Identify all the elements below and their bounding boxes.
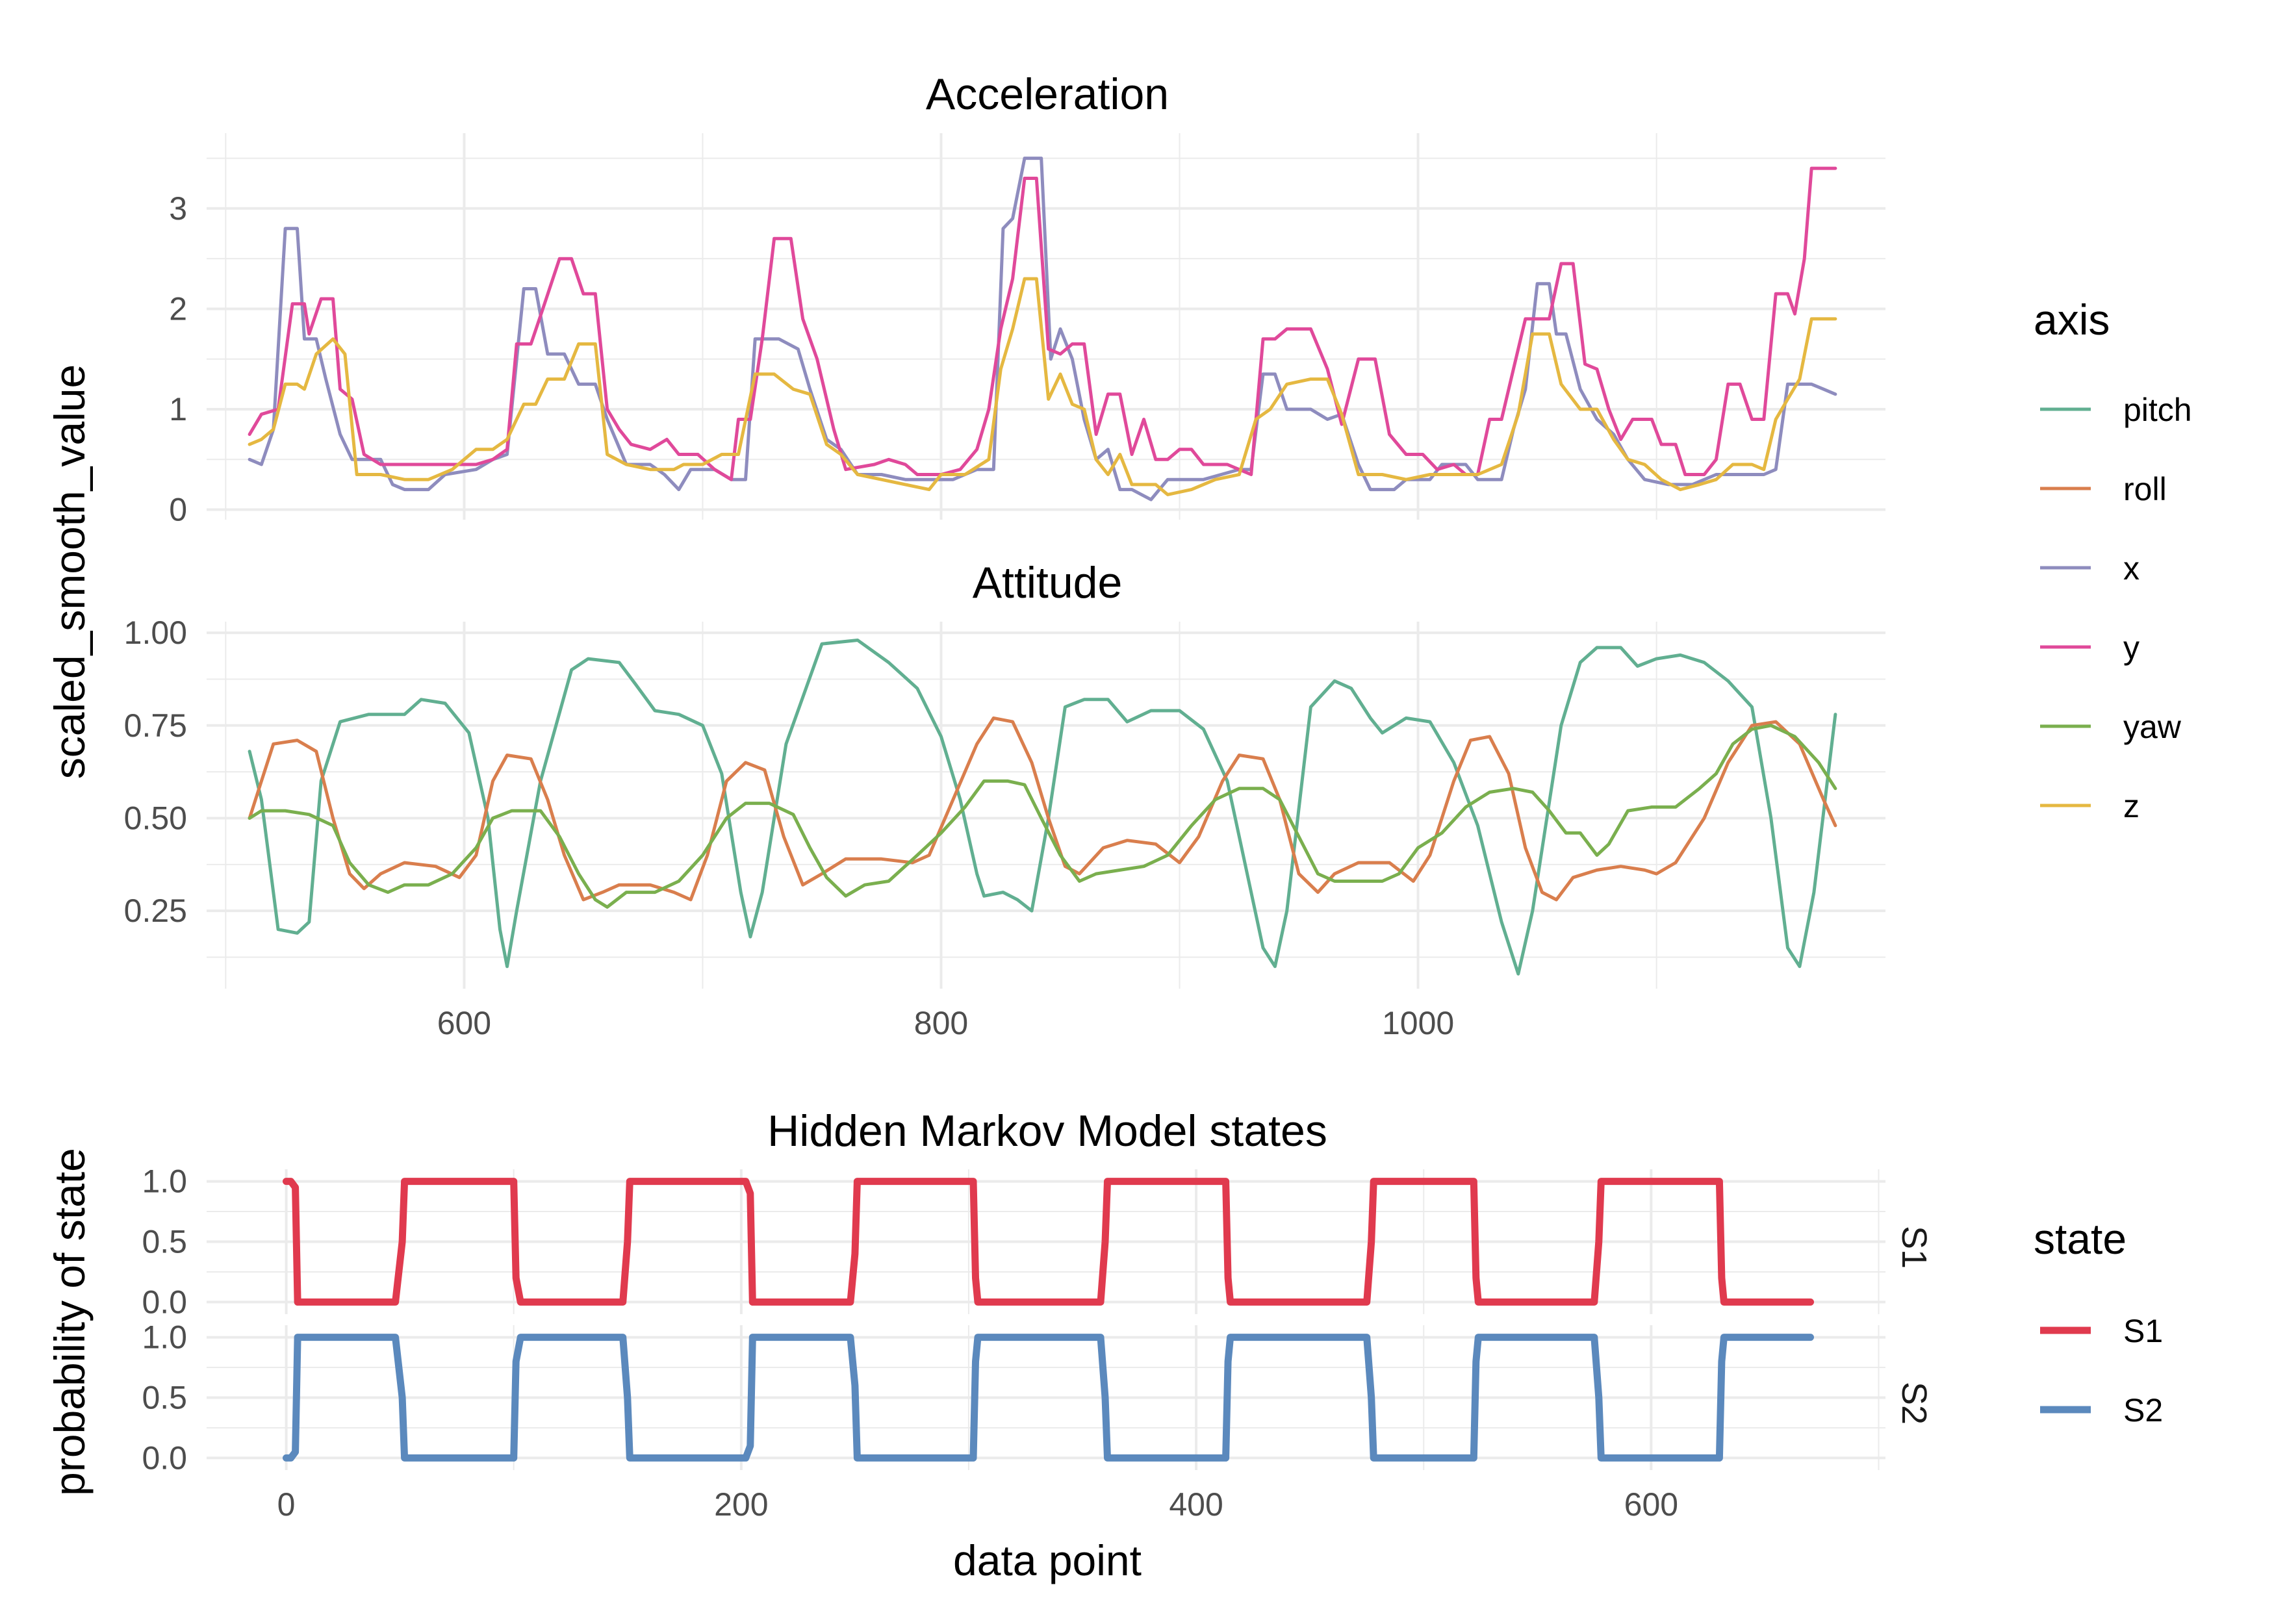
hmm-x-axis-label: data point — [953, 1536, 1142, 1584]
hmm-y-axis-label: probability of state — [45, 1148, 94, 1496]
legend-state: state S1 S2 — [2034, 1215, 2163, 1428]
series-line-S2 — [283, 1334, 1814, 1462]
legend-label-z: z — [2123, 788, 2140, 824]
hmm-title: Hidden Markov Model states — [767, 1106, 1327, 1156]
series-line-pitch — [248, 639, 1837, 976]
y-tick-label: 3 — [169, 190, 187, 227]
x-tick-label: 0 — [277, 1486, 296, 1523]
y-tick-label: 1.00 — [124, 615, 187, 651]
attitude-title: Attitude — [973, 558, 1123, 607]
legend-state-title: state — [2034, 1215, 2127, 1263]
legend-label-S1: S1 — [2123, 1313, 2163, 1349]
y-tick-label: 0.5 — [142, 1380, 187, 1416]
hmm-panel-s2: 0 200 400 600 0.0 0.5 1.0 — [142, 1319, 1885, 1523]
legend-label-x: x — [2123, 550, 2140, 587]
y-tick-label: 2 — [169, 290, 187, 327]
facet-strip-s1: S1 — [1895, 1226, 1934, 1269]
acceleration-title: Acceleration — [926, 70, 1169, 119]
legend-label-S2: S2 — [2123, 1392, 2163, 1428]
y-tick-label: 0 — [169, 492, 187, 528]
y-tick-label: 0.0 — [142, 1440, 187, 1476]
y-tick-label: 1.0 — [142, 1319, 187, 1356]
legend-axis: axis pitch roll x y yaw z — [2034, 296, 2192, 824]
legend-label-pitch: pitch — [2123, 392, 2192, 428]
series-line-roll — [248, 716, 1837, 902]
legend-axis-title: axis — [2034, 296, 2110, 344]
series-line-x — [248, 157, 1837, 501]
x-tick-label: 600 — [1624, 1486, 1678, 1523]
x-tick-label: 800 — [914, 1005, 968, 1041]
series-line-z — [248, 277, 1837, 496]
legend-label-y: y — [2123, 629, 2140, 666]
legend-label-roll: roll — [2123, 471, 2167, 507]
legend-label-yaw: yaw — [2123, 709, 2182, 745]
acceleration-panel: 0 1 2 3 — [169, 133, 1885, 528]
y-tick-label: 0.0 — [142, 1284, 187, 1320]
top-y-axis-label: scaled_smooth_value — [45, 364, 94, 779]
series-line-y — [248, 166, 1837, 481]
attitude-panel: 600 800 1000 0.25 0.50 0.75 1.00 — [124, 615, 1885, 1041]
y-tick-label: 0.75 — [124, 707, 187, 744]
x-tick-label: 600 — [437, 1005, 491, 1041]
y-tick-label: 0.25 — [124, 893, 187, 929]
x-tick-label: 200 — [714, 1486, 768, 1523]
series-line-yaw — [248, 724, 1837, 909]
x-tick-label: 1000 — [1382, 1005, 1454, 1041]
x-tick-label: 400 — [1169, 1486, 1223, 1523]
series-line-S1 — [283, 1178, 1814, 1306]
y-tick-label: 1.0 — [142, 1163, 187, 1200]
hmm-panel-s1: 0.0 0.5 1.0 — [142, 1163, 1885, 1320]
facet-strip-s2: S2 — [1895, 1382, 1934, 1425]
y-tick-label: 0.5 — [142, 1224, 187, 1260]
y-tick-label: 1 — [169, 391, 187, 427]
y-tick-label: 0.50 — [124, 800, 187, 836]
